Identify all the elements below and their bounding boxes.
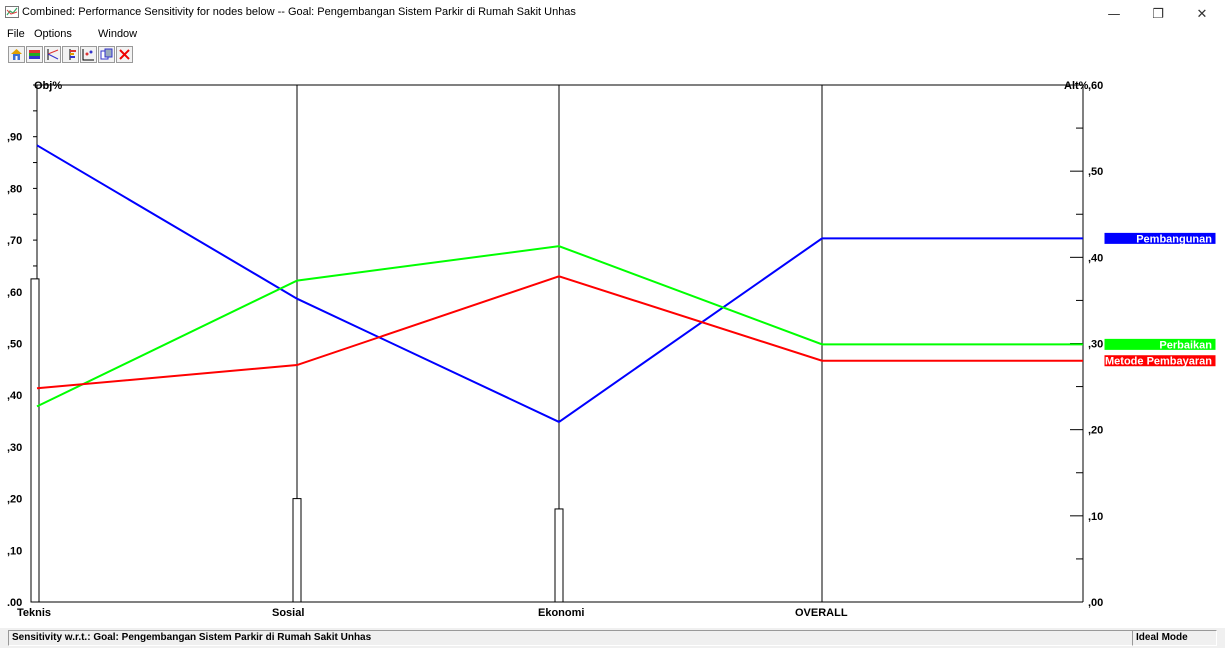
legend-item: Perbaikan <box>1103 337 1217 351</box>
status-bar: Sensitivity w.r.t.: Goal: Pengembangan S… <box>0 628 1225 648</box>
app-icon <box>5 6 19 18</box>
diff-icon <box>100 48 113 60</box>
legend-swatch <box>1103 337 1217 351</box>
left-axis-label: Obj% <box>34 80 62 92</box>
right-tick-label: ,00 <box>1088 597 1103 609</box>
left-tick-label: ,70 <box>7 235 22 247</box>
left-tick-label: ,60 <box>7 287 22 299</box>
legend-label: Perbaikan <box>1159 339 1212 351</box>
stack-button[interactable] <box>26 46 43 63</box>
right-tick-label: ,30 <box>1088 339 1103 351</box>
home-icon <box>11 49 22 60</box>
left-tick-label: ,80 <box>7 183 22 195</box>
title-bar: Combined: Performance Sensitivity for no… <box>0 0 1225 28</box>
category-label: OVERALL <box>795 607 848 619</box>
status-mode: Ideal Mode <box>1132 630 1217 646</box>
category-label: Sosial <box>272 607 304 619</box>
2d-plot-button[interactable] <box>80 46 97 63</box>
menu-window[interactable]: Window <box>98 28 138 40</box>
legend-item: Pembangunan <box>1103 231 1217 245</box>
close-x-icon <box>119 49 130 60</box>
dynamic-icon <box>69 49 76 60</box>
2d-plot-icon <box>82 49 94 61</box>
minimize-button[interactable]: — <box>1107 6 1121 22</box>
home-button[interactable] <box>8 46 25 63</box>
stack-icon <box>29 50 40 59</box>
series-line-pembangunan <box>36 144 1083 424</box>
right-axis-label: Alt% <box>1064 80 1089 92</box>
series-line-metode-pembayaran <box>36 275 1083 390</box>
series-line-perbaikan <box>36 245 1083 408</box>
left-tick-label: ,30 <box>7 442 22 454</box>
criterion-priority-bar <box>30 278 40 603</box>
criteria-bars <box>30 278 564 603</box>
toolbar <box>8 46 133 66</box>
window-title: Combined: Performance Sensitivity for no… <box>22 6 576 18</box>
left-tick-label: ,90 <box>7 132 22 144</box>
sensitivity-chart: .00 ,10 ,20 ,30 ,40 ,50 ,60 ,70 ,80 ,90 ,00 ,10 ,20… <box>7 80 1217 619</box>
right-tick-label: ,50 <box>1088 166 1103 178</box>
legend-label: Pembangunan <box>1136 233 1212 245</box>
legend-swatch <box>1103 354 1217 368</box>
left-tick-label: ,50 <box>7 339 22 351</box>
menu-options[interactable]: Options <box>34 28 72 40</box>
left-tick-label: .00 <box>7 597 22 609</box>
criterion-priority-bar <box>292 498 302 603</box>
criterion-priority-bar <box>554 508 564 603</box>
diff-button[interactable] <box>98 46 115 63</box>
gradient-icon <box>47 49 59 60</box>
left-tick-label: ,40 <box>7 390 22 402</box>
series-lines <box>36 144 1083 424</box>
gradient-button[interactable] <box>44 46 61 63</box>
legend-label: Metode Pembayaran <box>1105 356 1212 368</box>
legend-swatch <box>1103 231 1217 245</box>
close-chart-button[interactable] <box>116 46 133 63</box>
right-tick-label: ,20 <box>1088 425 1103 437</box>
menu-file[interactable]: File <box>7 28 25 40</box>
legend-item: Metode Pembayaran <box>1103 354 1217 368</box>
left-tick-label: ,10 <box>7 545 22 557</box>
right-tick-label: ,40 <box>1088 252 1103 264</box>
restore-button[interactable]: ❐ <box>1152 6 1164 22</box>
right-tick-label: ,60 <box>1088 80 1103 92</box>
series-legend: Pembangunan Perbaikan Metode Pembayaran <box>1103 231 1217 368</box>
category-label: Ekonomi <box>538 607 584 619</box>
right-tick-label: ,10 <box>1088 511 1103 523</box>
status-sensitivity: Sensitivity w.r.t.: Goal: Pengembangan S… <box>8 630 1133 646</box>
right-axis: ,00 ,10 ,20 ,30 ,40 ,50 ,60 <box>1070 80 1103 609</box>
category-labels: Teknis Sosial Ekonomi OVERALL <box>17 607 848 619</box>
left-tick-label: ,20 <box>7 494 22 506</box>
menu-bar: File Options Window <box>0 26 1225 44</box>
dynamic-button[interactable] <box>62 46 79 63</box>
category-label: Teknis <box>17 607 51 619</box>
close-button[interactable]: ✕ <box>1196 6 1208 22</box>
